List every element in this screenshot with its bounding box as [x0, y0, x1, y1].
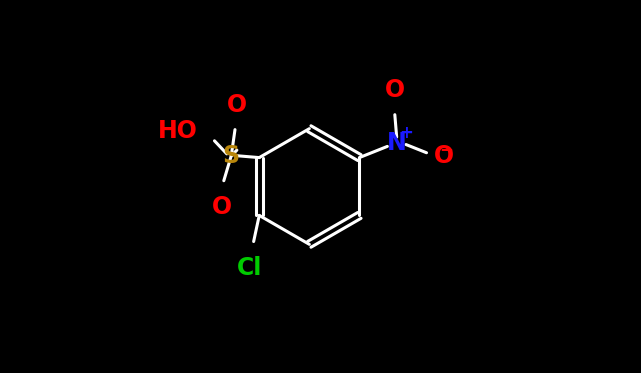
Text: O: O	[212, 195, 232, 219]
Text: HO: HO	[158, 119, 197, 144]
Text: S: S	[222, 144, 240, 168]
Text: +: +	[399, 124, 413, 142]
Text: −: −	[439, 140, 453, 158]
Text: O: O	[385, 78, 405, 102]
Text: O: O	[227, 93, 247, 116]
Text: Cl: Cl	[237, 257, 263, 280]
Text: N: N	[387, 131, 406, 155]
Text: O: O	[434, 144, 454, 168]
